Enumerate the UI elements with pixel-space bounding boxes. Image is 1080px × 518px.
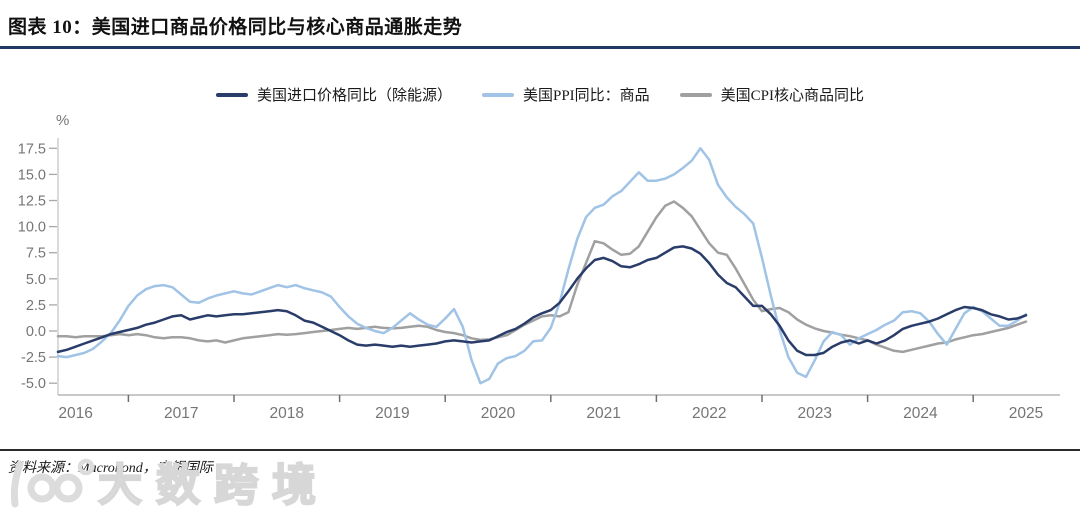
x-tick-label: 2019 — [375, 405, 409, 422]
chart-legend: 美国进口价格同比（除能源） 美国PPI同比：商品 美国CPI核心商品同比 — [0, 84, 1080, 105]
source-note: 资料来源：Macrobond，交银国际 — [8, 461, 213, 476]
series-line-cpi-core-goods — [56, 200, 1028, 354]
legend-item-ppi-goods: 美国PPI同比：商品 — [481, 84, 650, 105]
legend-line-swatch-gray — [679, 92, 712, 97]
page-title: 图表 10：美国进口商品价格同比与核心商品通胀走势 — [8, 17, 463, 38]
legend-item-import-price: 美国进口价格同比（除能源） — [215, 84, 452, 105]
x-tick-label: 2025 — [1009, 405, 1043, 422]
y-tick-label: 5.0 — [26, 272, 46, 288]
y-tick-label: -2.5 — [21, 350, 46, 366]
y-tick-label: 12.5 — [18, 194, 46, 210]
title-accent-rule — [0, 46, 1080, 49]
legend-label: 美国PPI同比：商品 — [522, 88, 650, 104]
y-tick-label: 15.0 — [18, 167, 46, 183]
x-tick-label: 2017 — [164, 405, 198, 422]
y-tick-label: 2.5 — [26, 298, 46, 314]
legend-line-swatch-navy — [215, 92, 248, 97]
x-tick-label: 2023 — [798, 405, 832, 422]
y-tick-label: 0.0 — [26, 324, 46, 340]
y-tick-label: 17.5 — [18, 141, 46, 157]
x-tick-label: 2018 — [270, 405, 304, 422]
y-axis-unit-label: % — [56, 112, 69, 129]
series-line-ppi-goods — [56, 147, 1028, 385]
y-tick-label: 10.0 — [18, 220, 46, 236]
line-chart: % 17.5 15.0 12.5 10.0 7.5 5.0 2.5 0.0 -2.5 -5.0 201… — [18, 112, 1060, 422]
legend-label: 美国进口价格同比（除能源） — [256, 88, 452, 104]
x-tick-label: 2022 — [692, 405, 726, 422]
x-tick-label: 2020 — [481, 405, 516, 422]
legend-label: 美国CPI核心商品同比 — [720, 88, 865, 104]
x-tick-label: 2016 — [58, 405, 92, 422]
legend-line-swatch-lightblue — [481, 92, 514, 97]
report-chart-page: { "header": { "title": "图表 10：美国进口商品价格同比… — [0, 17, 1080, 509]
footer-rule — [0, 449, 1080, 451]
x-tick-label: 2024 — [903, 405, 938, 422]
x-tick-label: 2021 — [586, 405, 620, 422]
y-tick-label: -5.0 — [21, 376, 46, 392]
series-line-import-price-ex-energy — [56, 245, 1028, 357]
legend-item-cpi-core-goods: 美国CPI核心商品同比 — [679, 84, 865, 105]
y-tick-label: 7.5 — [26, 246, 46, 262]
